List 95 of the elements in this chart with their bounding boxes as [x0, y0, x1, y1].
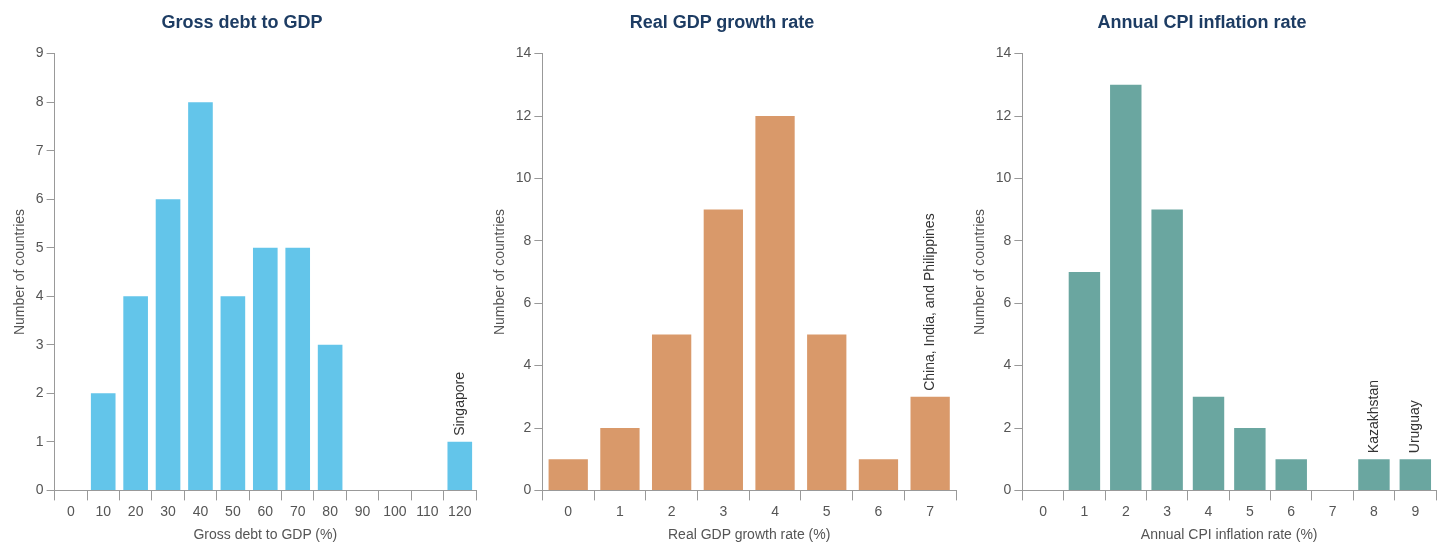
bar	[548, 459, 588, 490]
bar	[188, 102, 213, 490]
x-tick-label: 0	[1039, 502, 1048, 519]
bar	[1110, 84, 1142, 490]
x-tick-label: 7	[926, 502, 935, 519]
y-axis-title: Number of countries	[971, 208, 988, 336]
bar	[252, 247, 278, 490]
bar	[755, 116, 795, 490]
x-tick-label: 6	[1287, 502, 1296, 519]
x-axis-title: Annual CPI inflation rate (%)	[1140, 526, 1318, 543]
y-tick-label: 8	[1003, 231, 1012, 248]
x-tick-label: 110	[416, 502, 439, 519]
y-tick-label: 9	[35, 44, 44, 61]
chart-title: Annual CPI inflation rate	[1097, 11, 1307, 32]
x-tick-label: 5	[1245, 502, 1254, 519]
annotation: Singapore	[450, 371, 467, 436]
y-tick-label: 4	[35, 287, 44, 304]
y-tick-label: 12	[995, 106, 1012, 123]
x-tick-label: 10	[95, 502, 112, 519]
bar	[807, 334, 847, 490]
chart-title: Gross debt to GDP	[161, 11, 323, 32]
x-tick-label: 30	[160, 502, 177, 519]
y-tick-label: 7	[35, 141, 44, 158]
y-tick-label: 6	[35, 190, 44, 207]
x-tick-label: 50	[225, 502, 241, 519]
x-tick-label: 3	[719, 502, 728, 519]
bar	[1275, 459, 1307, 490]
y-tick-label: 8	[523, 231, 532, 248]
x-tick-label: 1	[1080, 502, 1089, 519]
y-tick-label: 2	[1003, 418, 1012, 435]
x-tick-label: 0	[564, 502, 573, 519]
bar	[1192, 396, 1225, 490]
x-tick-label: 6	[874, 502, 883, 519]
chart-title: Real GDP growth rate	[629, 11, 815, 32]
y-axis-title: Number of countries	[491, 208, 508, 336]
bar	[600, 428, 640, 490]
bar	[285, 247, 311, 490]
bar	[90, 393, 116, 490]
y-tick-label: 4	[523, 356, 532, 373]
x-tick-label: 80	[322, 502, 339, 519]
x-tick-label: 9	[1411, 502, 1420, 519]
bar	[155, 199, 181, 490]
y-tick-label: 6	[523, 294, 532, 311]
x-tick-label: 4	[771, 502, 780, 519]
y-tick-label: 10	[995, 169, 1012, 186]
x-tick-label: 20	[127, 502, 144, 519]
x-tick-label: 0	[66, 502, 75, 519]
y-tick-label: 0	[523, 481, 532, 498]
annotation: Uruguay	[1406, 400, 1423, 454]
x-tick-label: 40	[192, 502, 209, 519]
x-tick-label: 7	[1328, 502, 1337, 519]
y-tick-label: 8	[35, 92, 44, 109]
x-tick-label: 8	[1370, 502, 1379, 519]
bar	[858, 459, 899, 490]
bar	[910, 396, 950, 490]
x-tick-label: 2	[667, 502, 676, 519]
x-axis-title: Gross debt to GDP (%)	[193, 526, 338, 543]
x-tick-label: 90	[354, 502, 371, 519]
bar	[123, 296, 148, 490]
bar	[1068, 272, 1101, 490]
y-tick-label: 3	[35, 335, 44, 352]
y-tick-label: 10	[515, 169, 532, 186]
y-tick-label: 6	[1003, 294, 1012, 311]
bar	[1151, 209, 1183, 490]
x-tick-label: 60	[257, 502, 274, 519]
y-tick-label: 0	[35, 481, 44, 498]
bar	[1234, 428, 1266, 490]
bar	[703, 209, 743, 490]
bar	[651, 334, 692, 490]
annotation: Kazakhstan	[1364, 380, 1381, 454]
y-tick-label: 0	[1003, 481, 1012, 498]
x-tick-label: 5	[822, 502, 831, 519]
y-tick-label: 14	[995, 44, 1012, 61]
x-tick-label: 100	[383, 502, 407, 519]
x-tick-label: 1	[616, 502, 625, 519]
bar	[317, 344, 343, 490]
x-tick-label: 3	[1163, 502, 1172, 519]
x-axis-title: Real GDP growth rate (%)	[668, 526, 831, 543]
x-tick-label: 2	[1121, 502, 1130, 519]
bar	[1358, 459, 1390, 490]
bar	[220, 296, 246, 490]
y-tick-label: 4	[1003, 356, 1012, 373]
bar	[1399, 459, 1432, 490]
y-axis-title: Number of countries	[11, 208, 28, 336]
y-tick-label: 2	[35, 384, 44, 401]
y-tick-label: 2	[523, 418, 532, 435]
y-tick-label: 1	[35, 432, 44, 449]
annotation: China, India, and Philippines	[921, 213, 938, 391]
x-tick-label: 70	[289, 502, 306, 519]
x-tick-label: 120	[448, 502, 472, 519]
y-tick-label: 12	[515, 106, 532, 123]
y-tick-label: 14	[515, 44, 532, 61]
x-tick-label: 4	[1204, 502, 1213, 519]
bar	[447, 441, 473, 490]
y-tick-label: 5	[35, 238, 44, 255]
